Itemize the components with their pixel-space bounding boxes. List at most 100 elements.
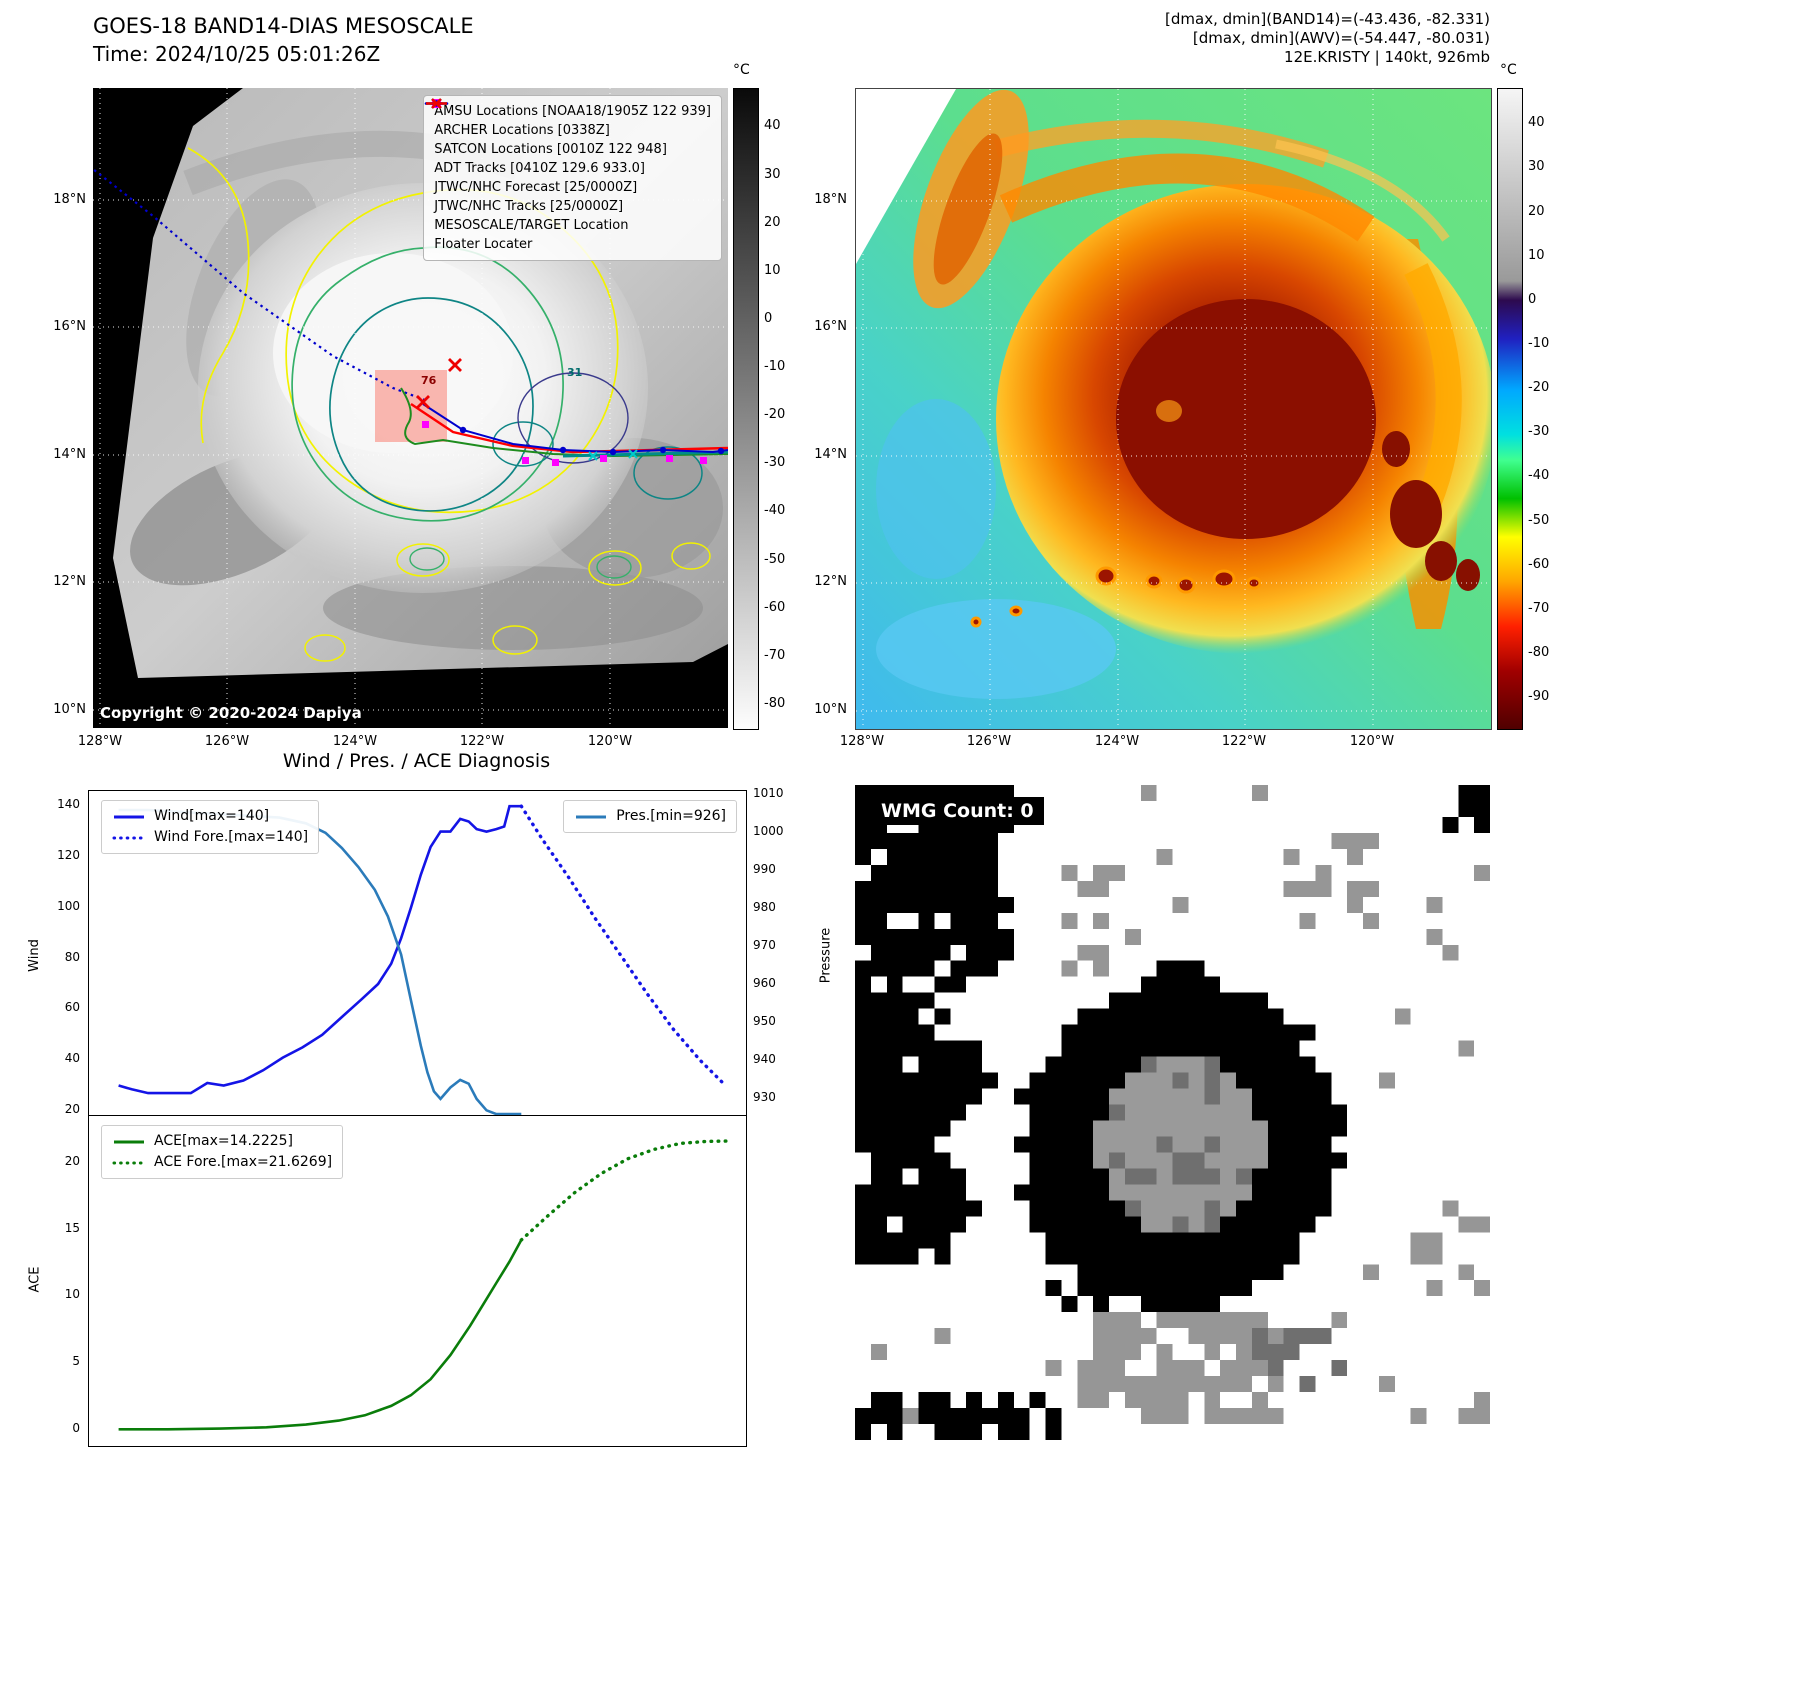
tick-label: 30 xyxy=(1528,159,1545,175)
satcon-markers xyxy=(588,449,638,461)
wmg-count-label: WMG Count: 0 xyxy=(871,797,1044,825)
legend-item: ACE[max=14.2225] xyxy=(112,1131,332,1152)
band14-legend: AMSU Locations [NOAA18/1905Z 122 939] ARC… xyxy=(423,95,722,261)
line-sample-icon xyxy=(112,1161,146,1164)
legend-item: AMSU Locations [NOAA18/1905Z 122 939] xyxy=(432,99,711,121)
ace-plot xyxy=(118,1139,732,1431)
legend-label: AMSU Locations [NOAA18/1905Z 122 939] xyxy=(434,104,711,119)
tick-label: 20 xyxy=(64,1153,80,1168)
tick-label: 980 xyxy=(753,899,776,914)
tick-label: 5 xyxy=(72,1354,80,1369)
tick-label: 18°N xyxy=(814,192,847,207)
legend-label: JTWC/NHC Forecast [25/0000Z] xyxy=(434,180,638,195)
tick-label: 10°N xyxy=(53,702,86,717)
legend-item: Wind Fore.[max=140] xyxy=(112,827,308,848)
tick-label: 140 xyxy=(57,797,80,812)
dmax-dmin-awv: [dmax, dmin](AWV)=(-54.447, -80.031) xyxy=(1192,29,1490,47)
legend-label: MESOSCALE/TARGET Location xyxy=(434,218,629,233)
awv-imagery xyxy=(856,89,1491,729)
wind-legend: Wind[max=140] Wind Fore.[max=140] xyxy=(101,800,320,854)
legend-item: ACE Fore.[max=21.6269] xyxy=(112,1152,332,1173)
tick-label: 120°W xyxy=(1349,734,1395,749)
tick-label: 1000 xyxy=(753,823,784,838)
tick-label: 20 xyxy=(1528,203,1545,219)
tick-label: 970 xyxy=(753,937,776,952)
tick-label: -70 xyxy=(1528,600,1550,616)
awv-map-panel xyxy=(855,88,1492,730)
tick-label: -10 xyxy=(764,359,786,375)
legend-label: Wind Fore.[max=140] xyxy=(154,829,309,845)
legend-label: ADT Tracks [0410Z 129.6 933.0] xyxy=(434,161,645,176)
pressure-legend: Pres.[min=926] xyxy=(563,800,737,833)
tick-label: 1010 xyxy=(753,785,784,800)
legend-item: MESOSCALE/TARGET Location xyxy=(431,98,711,235)
tick-label: -50 xyxy=(764,551,786,567)
tick-label: 940 xyxy=(753,1051,776,1066)
legend-item: JTWC/NHC Forecast [25/0000Z] xyxy=(424,102,711,197)
tick-label: 950 xyxy=(753,1013,776,1028)
wind-axis-ticks: 20 40 60 80 100 120 140 xyxy=(40,790,82,1450)
tick-label: -20 xyxy=(1528,380,1550,396)
tick-label: 128°W xyxy=(839,734,885,749)
awv-colorbar-ticks: 40 30 20 10 0 -10 -20 -30 -40 -50 -60 -70 -80 -90 xyxy=(1526,88,1568,748)
tick-label: 10 xyxy=(64,1287,80,1302)
diagnosis-title: Wind / Pres. / ACE Diagnosis xyxy=(282,750,551,772)
tick-label: 124°W xyxy=(332,734,378,749)
awv-header: [dmax, dmin](BAND14)=(-43.436, -82.331) … xyxy=(855,10,1490,67)
line-sample-icon xyxy=(112,836,146,839)
tick-label: -70 xyxy=(764,647,786,663)
pressure-axis-label: Pressure xyxy=(818,927,834,984)
legend-label: ACE Fore.[max=21.6269] xyxy=(154,1154,333,1170)
wmg-panel: WMG Count: 0 xyxy=(855,785,1490,1440)
tick-label: 40 xyxy=(1528,115,1545,131)
tick-label: 60 xyxy=(64,1000,80,1015)
tick-label: 120 xyxy=(57,848,80,863)
wmg-image xyxy=(855,785,1490,1440)
tick-label: 122°W xyxy=(459,734,505,749)
band14-timestamp: Time: 2024/10/25 05:01:26Z xyxy=(93,42,381,66)
tick-label: 14°N xyxy=(53,447,86,462)
band14-colorbar-unit: °C xyxy=(733,62,750,78)
legend-label: Wind[max=140] xyxy=(154,808,270,824)
band14-lat-axis: 18°N 16°N 14°N 12°N 10°N xyxy=(46,88,88,748)
tick-label: 122°W xyxy=(1221,734,1267,749)
legend-item: Wind[max=140] xyxy=(112,806,308,827)
legend-label: JTWC/NHC Tracks [25/0000Z] xyxy=(434,199,624,214)
ace-axis-label: ACE xyxy=(27,1266,43,1293)
wind-axis-label: Wind xyxy=(26,939,42,972)
tick-label: 20 xyxy=(764,214,781,230)
tick-label: 14°N xyxy=(814,447,847,462)
tick-label: 124°W xyxy=(1094,734,1140,749)
tick-label: 120°W xyxy=(587,734,633,749)
series-ace-fore-max- xyxy=(519,1139,732,1242)
legend-item: SATCON Locations [0010Z 122 948] xyxy=(431,98,711,159)
tick-label: -30 xyxy=(764,455,786,471)
tick-label: 0 xyxy=(72,1420,80,1435)
tick-label: -80 xyxy=(1528,644,1550,660)
tick-label: 15 xyxy=(64,1220,80,1235)
legend-label: SATCON Locations [0010Z 122 948] xyxy=(434,142,667,157)
tick-label: -50 xyxy=(1528,512,1550,528)
band14-title: GOES-18 BAND14-DIAS MESOSCALE xyxy=(93,14,474,38)
awv-colorbar-unit: °C xyxy=(1500,62,1517,78)
tick-label: -30 xyxy=(1528,424,1550,440)
tick-label: -10 xyxy=(1528,336,1550,351)
line-sample-icon xyxy=(114,815,144,818)
ace-axis-ticks: 0 5 10 15 20 xyxy=(40,1115,82,1690)
legend-item: JTWC/NHC Tracks [25/0000Z] xyxy=(426,100,711,216)
jtwc-track xyxy=(422,403,728,454)
tick-label: 12°N xyxy=(53,574,86,589)
band14-colorbar-ticks: 40 30 20 10 0 -10 -20 -30 -40 -50 -60 -70 -80 xyxy=(762,88,804,748)
dmax-dmin-band14: [dmax, dmin](BAND14)=(-43.436, -82.331) xyxy=(1165,10,1490,28)
tick-label: -60 xyxy=(764,599,786,615)
tick-label: 960 xyxy=(753,975,776,990)
mesoscale-target-markers xyxy=(416,358,462,409)
legend-item: ADT Tracks [0410Z 129.6 933.0] xyxy=(426,102,711,178)
line-sample-icon xyxy=(576,815,607,818)
jtwc-forecast-track xyxy=(93,167,426,402)
tick-label: 40 xyxy=(64,1051,80,1066)
ace-chart: ACE[max=14.2225] ACE Fore.[max=21.6269] xyxy=(88,1115,747,1447)
tick-label: 16°N xyxy=(814,319,847,334)
tick-label: -90 xyxy=(1528,689,1550,705)
